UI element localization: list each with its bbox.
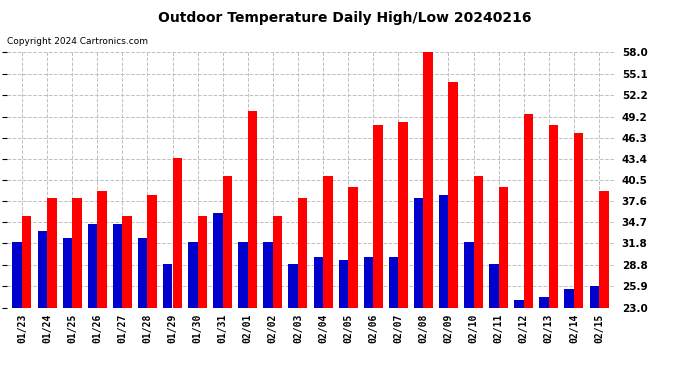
Bar <box>589 286 599 308</box>
Bar <box>599 191 609 308</box>
Bar <box>388 256 398 307</box>
Bar <box>489 264 499 308</box>
Bar <box>97 191 107 308</box>
Bar <box>364 256 373 307</box>
Bar <box>398 122 408 308</box>
Bar <box>524 114 533 308</box>
Bar <box>248 111 257 308</box>
Bar <box>464 242 473 308</box>
Bar <box>264 242 273 308</box>
Bar <box>197 216 207 308</box>
Bar <box>439 195 449 308</box>
Bar <box>63 238 72 308</box>
Bar <box>188 242 197 308</box>
Bar <box>122 216 132 308</box>
Bar <box>499 187 509 308</box>
Bar <box>37 231 47 308</box>
Bar <box>339 260 348 308</box>
Bar <box>223 176 233 308</box>
Bar <box>414 198 424 308</box>
Bar <box>574 133 584 308</box>
Bar <box>549 125 558 308</box>
Bar <box>138 238 148 308</box>
Bar <box>273 216 282 308</box>
Bar <box>540 297 549 307</box>
Bar <box>72 198 81 308</box>
Bar <box>298 198 308 308</box>
Bar <box>313 256 323 307</box>
Bar <box>348 187 357 308</box>
Bar <box>213 213 223 308</box>
Bar <box>514 300 524 307</box>
Bar <box>47 198 57 308</box>
Bar <box>238 242 248 308</box>
Bar <box>424 53 433 308</box>
Bar <box>473 176 483 308</box>
Bar <box>564 289 574 308</box>
Bar <box>163 264 172 308</box>
Bar <box>323 176 333 308</box>
Bar <box>288 264 298 308</box>
Bar <box>88 224 97 308</box>
Bar <box>12 242 22 308</box>
Bar <box>448 82 458 308</box>
Bar <box>373 125 383 308</box>
Text: Copyright 2024 Cartronics.com: Copyright 2024 Cartronics.com <box>7 38 148 46</box>
Bar <box>112 224 122 308</box>
Bar <box>148 195 157 308</box>
Text: Outdoor Temperature Daily High/Low 20240216: Outdoor Temperature Daily High/Low 20240… <box>158 11 532 25</box>
Bar <box>22 216 32 308</box>
Bar <box>172 158 182 308</box>
